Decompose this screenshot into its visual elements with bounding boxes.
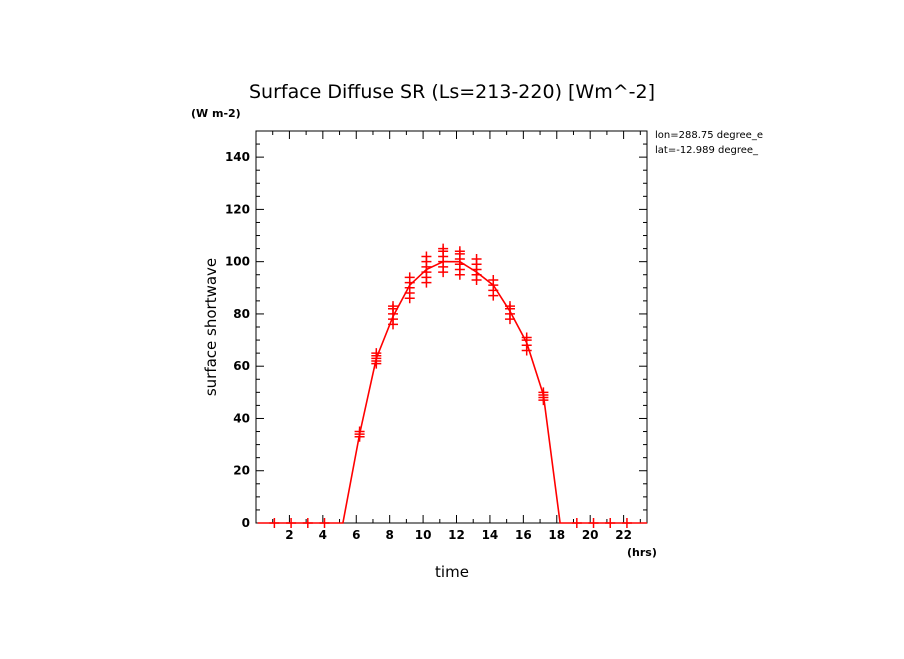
x-tick-label: 4	[319, 528, 327, 542]
plus-marker	[286, 518, 297, 528]
plus-marker	[571, 518, 582, 528]
info-latitude: lat=-12.989 degree_	[655, 145, 759, 156]
x-tick-label: 6	[352, 528, 360, 542]
x-tick-label: 22	[615, 528, 632, 542]
x-tick-label: 12	[448, 528, 465, 542]
plus-marker	[488, 274, 499, 285]
plus-marker	[388, 301, 399, 312]
plus-marker	[319, 518, 330, 528]
y-tick-label: 80	[233, 307, 250, 321]
plus-marker	[621, 518, 632, 528]
x-units-label: (hrs)	[627, 546, 657, 559]
plus-marker	[421, 251, 432, 262]
x-tick-label: 20	[582, 528, 599, 542]
y-units-label: (W m-2)	[191, 107, 241, 120]
plus-marker	[471, 254, 482, 265]
y-tick-label: 40	[233, 411, 250, 425]
scatter-marker-group	[269, 243, 632, 528]
x-axis-label: time	[435, 563, 469, 581]
y-tick-label: 120	[225, 202, 250, 216]
x-tick-label: 10	[415, 528, 432, 542]
plus-marker	[354, 426, 365, 437]
plus-marker	[538, 387, 549, 398]
series-line-group	[257, 260, 647, 524]
axis-ticks-group: 0 20 40 60 80 100 120 140 2 4 6 8 10 12 14 16 18 20 22	[225, 130, 647, 542]
x-tick-label: 16	[515, 528, 532, 542]
x-tick-label: 2	[285, 528, 293, 542]
plus-marker	[438, 243, 449, 254]
y-tick-label: 0	[242, 516, 250, 530]
y-tick-label: 140	[225, 150, 250, 164]
plot-frame	[255, 130, 648, 524]
info-longitude: lon=288.75 degree_e	[655, 130, 763, 141]
plus-marker	[302, 518, 313, 528]
x-tick-label: 14	[482, 528, 499, 542]
series-line	[257, 260, 647, 524]
plus-marker	[454, 246, 465, 257]
plus-marker	[588, 518, 599, 528]
chart-title: Surface Diffuse SR (Ls=213-220) [Wm^-2]	[249, 81, 655, 103]
x-tick-label: 8	[385, 528, 393, 542]
plus-marker	[269, 518, 280, 528]
y-axis-label: surface shortwave	[202, 258, 220, 396]
plus-marker	[605, 518, 616, 528]
plot-frame-group	[255, 130, 648, 524]
plus-marker	[404, 272, 415, 283]
y-tick-label: 20	[233, 464, 250, 478]
x-tick-label: 18	[548, 528, 565, 542]
plus-marker	[504, 301, 515, 312]
y-tick-label: 100	[225, 255, 250, 269]
plus-marker	[521, 332, 532, 343]
y-tick-label: 60	[233, 359, 250, 373]
plus-marker	[371, 348, 382, 359]
